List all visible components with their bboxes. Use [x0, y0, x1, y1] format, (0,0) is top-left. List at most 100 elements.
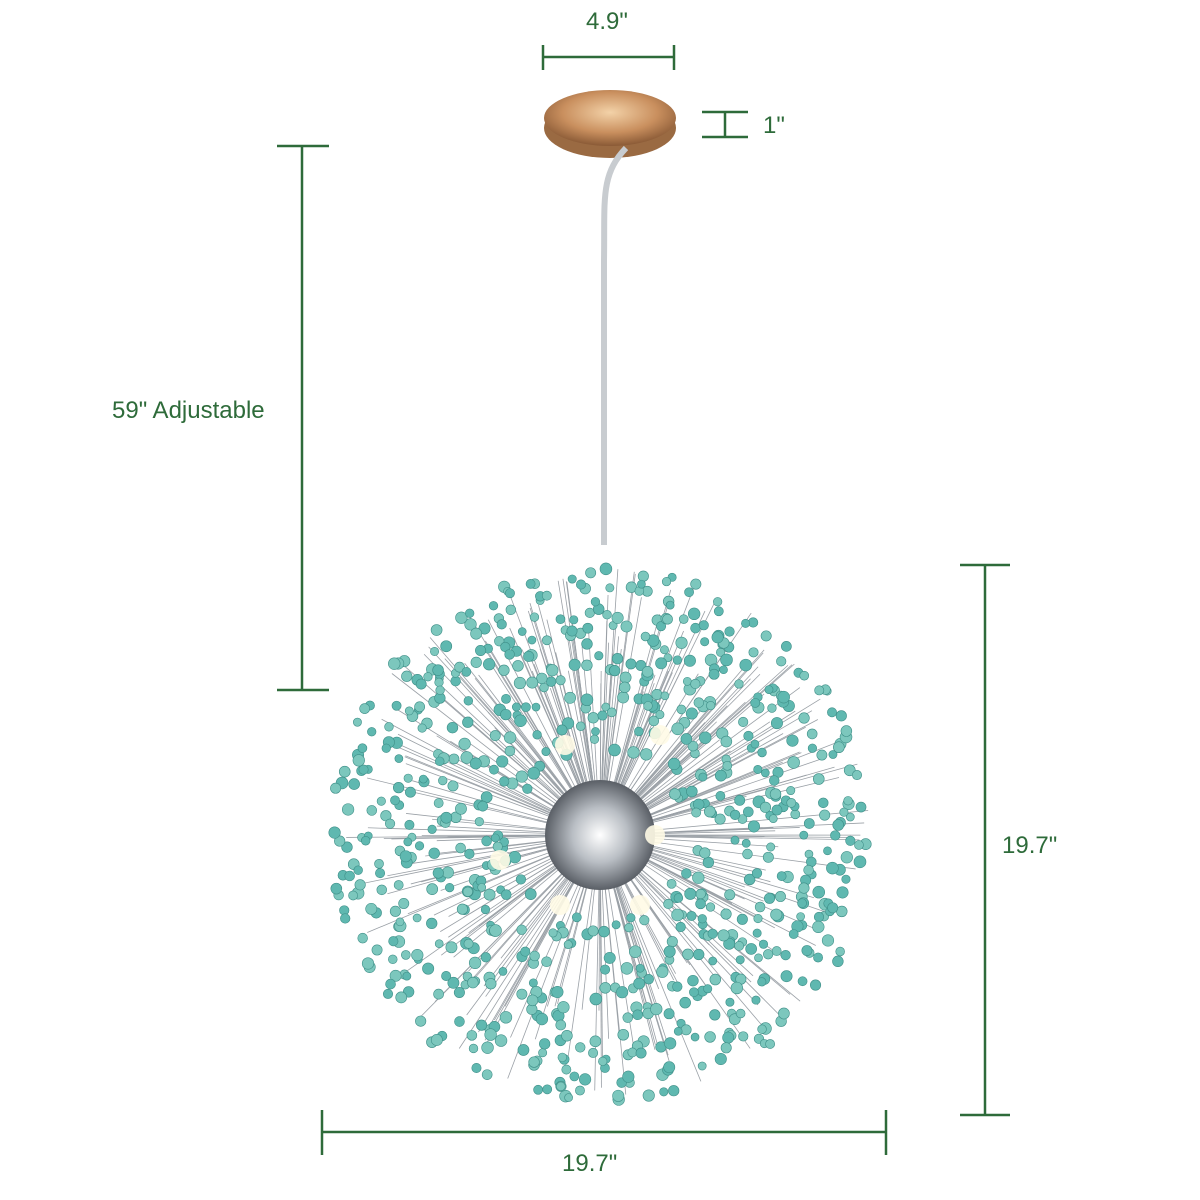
bead — [742, 848, 753, 860]
bead — [695, 898, 706, 910]
bead — [839, 807, 849, 817]
bead — [598, 925, 610, 938]
bead — [605, 583, 615, 593]
bead — [673, 1026, 683, 1036]
bead — [639, 915, 650, 926]
bead — [458, 737, 471, 750]
bead — [725, 997, 735, 1007]
bead — [447, 780, 459, 792]
bead — [589, 734, 600, 744]
bead — [401, 950, 411, 960]
bead — [813, 952, 823, 963]
bead — [678, 614, 689, 624]
bead — [446, 721, 459, 734]
bead — [663, 945, 676, 958]
bead — [385, 818, 396, 829]
bead — [715, 791, 726, 801]
bead — [620, 962, 634, 975]
bead — [765, 1039, 776, 1049]
bead — [671, 722, 685, 736]
bead — [527, 767, 541, 780]
bead — [389, 969, 402, 982]
bead — [812, 773, 825, 785]
bead — [840, 851, 853, 864]
bead — [496, 755, 509, 768]
bead — [589, 1035, 602, 1048]
bead — [690, 678, 701, 690]
bead — [699, 847, 711, 859]
bead — [463, 938, 474, 949]
bead — [525, 579, 536, 589]
bead — [532, 730, 542, 740]
bead — [698, 772, 708, 782]
bead — [690, 1032, 700, 1042]
bead — [835, 946, 845, 957]
bead — [366, 805, 378, 816]
bead — [662, 613, 673, 625]
bead — [684, 587, 694, 598]
bead — [597, 710, 608, 721]
bead — [375, 868, 386, 879]
bead — [606, 707, 617, 718]
bead — [617, 1028, 630, 1041]
bead — [768, 814, 778, 823]
bead — [799, 830, 809, 840]
bead — [845, 835, 856, 846]
canopy-height-label: 1" — [763, 112, 785, 139]
bead — [673, 893, 684, 903]
bead — [679, 996, 691, 1009]
bead — [735, 955, 745, 965]
bead — [697, 1061, 707, 1071]
bead — [365, 902, 378, 915]
bead — [598, 1056, 608, 1066]
bead — [816, 749, 828, 761]
bead — [665, 600, 675, 610]
bead — [388, 657, 401, 670]
bead — [780, 970, 793, 983]
bead — [612, 1089, 625, 1102]
bead — [490, 833, 500, 843]
bead — [664, 1037, 677, 1050]
bead — [750, 739, 760, 749]
bead — [563, 940, 573, 950]
bead — [494, 1034, 508, 1047]
bead — [812, 885, 826, 899]
bead — [753, 914, 763, 924]
bead — [832, 955, 844, 968]
bead — [395, 917, 405, 927]
bead — [492, 841, 503, 852]
bead — [357, 743, 368, 753]
bead — [697, 914, 707, 924]
bead — [681, 868, 692, 879]
bead — [770, 717, 783, 730]
bead — [682, 948, 694, 960]
bead — [484, 1028, 497, 1041]
bead — [348, 778, 360, 790]
bead — [528, 978, 538, 988]
bead — [853, 855, 867, 869]
bead — [575, 1085, 585, 1096]
light-bulb — [550, 895, 570, 915]
bead — [720, 735, 733, 748]
fixture-height-line — [960, 563, 1010, 1117]
bead — [516, 924, 527, 935]
bead — [361, 957, 375, 970]
bead — [806, 728, 818, 740]
bead — [367, 727, 377, 737]
bead — [766, 842, 776, 852]
bead — [381, 743, 391, 753]
bead — [398, 898, 410, 909]
bead — [693, 948, 705, 961]
bead — [611, 920, 621, 930]
bead — [415, 678, 427, 690]
bead — [713, 606, 724, 617]
bead — [633, 977, 646, 990]
bead — [713, 597, 723, 607]
bead — [752, 928, 762, 938]
fixture-width-label: 19.7" — [562, 1150, 618, 1177]
bead — [741, 838, 751, 848]
bead — [528, 1056, 540, 1068]
bead — [643, 973, 654, 985]
bead — [796, 912, 805, 921]
bead — [754, 901, 766, 913]
